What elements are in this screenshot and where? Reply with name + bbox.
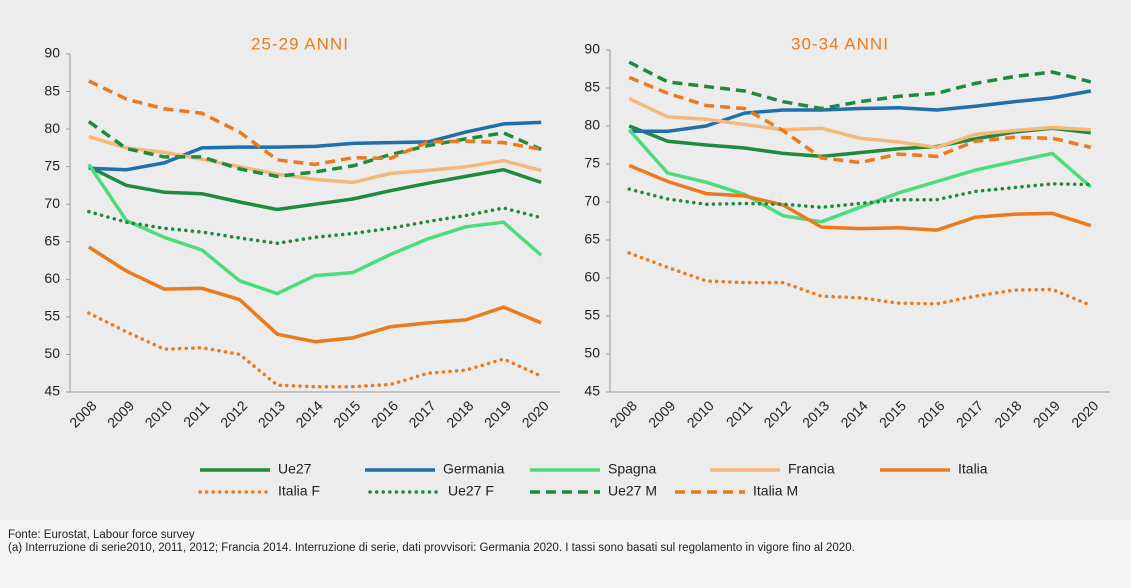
y-tick-label: 90 [44, 45, 60, 61]
x-tick-label: 2013 [799, 397, 832, 430]
chart-title: 25-29 ANNI [251, 34, 349, 53]
series-line: Ue27 M [628, 60, 1092, 111]
x-tick-label: 2014 [292, 397, 325, 430]
y-tick-label: 70 [584, 193, 600, 209]
legend-label: Ue27 M [608, 483, 657, 499]
x-tick-label: 2019 [481, 397, 514, 430]
series-line: Ue27 F [87, 206, 543, 246]
y-tick-label: 45 [44, 383, 60, 399]
series-line: Spagna [627, 128, 1092, 224]
y-tick-label: 50 [584, 345, 600, 361]
legend-label: Ue27 F [448, 483, 494, 499]
series-line: Ue27 M [87, 120, 542, 179]
x-tick-label: 2018 [991, 397, 1024, 430]
series-line: Ue27 F [627, 182, 1093, 210]
x-tick-label: 2008 [66, 397, 99, 430]
x-tick-label: 2020 [1068, 397, 1101, 430]
series-line: Italia F [627, 251, 1093, 308]
x-tick-label: 2013 [255, 397, 288, 430]
y-tick-label: 85 [44, 82, 60, 98]
legend-label: Italia F [278, 483, 320, 499]
y-tick-label: 90 [584, 41, 600, 57]
y-tick-label: 70 [44, 195, 60, 211]
x-tick-label: 2015 [876, 397, 909, 430]
x-tick-label: 2014 [837, 397, 870, 430]
x-tick-label: 2015 [330, 397, 363, 430]
x-tick-label: 2011 [723, 397, 756, 430]
chart: 25-29 ANNI 30-34 ANNI 45 50 55 60 65 70 75 80 85… [44, 34, 1110, 499]
note: (a) Interruzione di serie2010, 2011, 201… [8, 542, 855, 554]
y-tick-label: 45 [584, 383, 600, 399]
series-line: Spagna [87, 163, 543, 296]
y-tick-label: 80 [44, 120, 60, 136]
legend-label: Francia [788, 461, 835, 477]
x-tick-label: 2016 [368, 397, 401, 430]
y-tick-label: 80 [584, 117, 600, 133]
y-tick-label: 50 [44, 345, 60, 361]
x-tick-label: 2016 [914, 397, 947, 430]
legend-label: Spagna [608, 461, 656, 477]
x-tick-label: 2012 [217, 397, 250, 430]
x-tick-label: 2009 [104, 397, 137, 430]
series-line: Ue27 [88, 165, 542, 212]
y-tick-label: 55 [44, 308, 60, 324]
series-line: Italia M [628, 75, 1092, 165]
y-tick-label: 75 [44, 157, 60, 173]
source: Fonte: Eurostat, Labour force survey [8, 529, 195, 541]
y-tick-label: 65 [44, 232, 60, 248]
y-tick-label: 65 [584, 231, 600, 247]
series-line: Italia [87, 245, 542, 344]
y-tick-label: 60 [584, 269, 600, 285]
x-tick-label: 2017 [953, 397, 986, 430]
legend-label: Italia M [753, 483, 798, 499]
series-line: Italia [628, 163, 1092, 232]
x-tick-label: 2012 [760, 397, 793, 430]
legend-label: Italia [958, 461, 988, 477]
x-tick-label: 2008 [607, 397, 640, 430]
x-tick-label: 2010 [142, 397, 175, 430]
y-tick-label: 85 [584, 79, 600, 95]
series-line: Francia [88, 134, 542, 185]
series-line: Francia [628, 97, 1091, 150]
x-tick-label: 2009 [645, 397, 678, 430]
x-tick-label: 2017 [405, 397, 438, 430]
x-tick-label: 2018 [443, 397, 476, 430]
x-tick-label: 2010 [684, 397, 717, 430]
footer: Fonte: Eurostat, Labour force survey (a)… [8, 529, 1118, 555]
y-tick-label: 55 [584, 307, 600, 323]
legend-label: Germania [443, 461, 505, 477]
chart-title: 30-34 ANNI [791, 34, 889, 53]
series-line: Italia M [88, 79, 542, 167]
legend-label: Ue27 [278, 461, 312, 477]
series-line: Germania [88, 120, 542, 172]
x-tick-label: 2019 [1030, 397, 1063, 430]
x-tick-label: 2011 [180, 397, 213, 430]
series-line: Germania [629, 89, 1092, 134]
series-line: Italia F [87, 311, 543, 389]
y-tick-label: 60 [44, 270, 60, 286]
y-tick-label: 75 [584, 155, 600, 171]
x-tick-label: 2020 [519, 397, 552, 430]
